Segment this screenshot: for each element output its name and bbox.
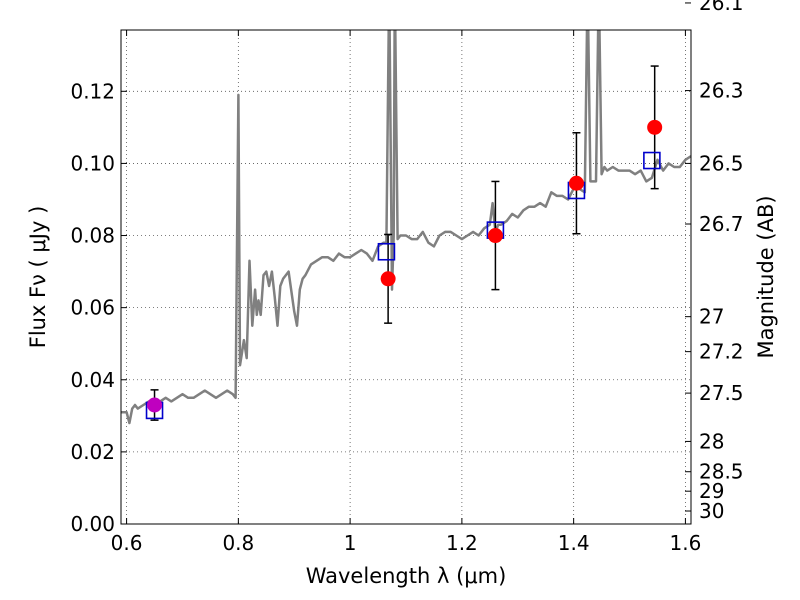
x-tick-label: 1: [344, 531, 357, 555]
x-tick-label: 0.6: [111, 531, 143, 555]
y-tick-label: 0.04: [70, 368, 115, 392]
magnitude-axis-label: Magnitude (AB): [754, 195, 778, 358]
y-tick-label: 0.10: [70, 151, 115, 175]
observed-flux-point: [487, 228, 503, 244]
x-axis-label: Wavelength λ (μm): [306, 564, 507, 588]
magnitude-tick-label: 29: [699, 479, 724, 503]
data-layer: [121, 30, 691, 425]
x-tick-label: 1.4: [558, 531, 590, 555]
points-layer: [145, 65, 663, 421]
observed-flux-point: [147, 397, 163, 413]
observed-flux-point: [380, 271, 396, 287]
magnitude-tick-label: 26.1: [699, 0, 744, 15]
y-tick-label: 0.00: [70, 512, 115, 536]
magnitude-tick-label: 27: [699, 305, 724, 329]
magnitude-tick-label: 26.5: [699, 151, 744, 175]
magnitude-tick-label: 27.2: [699, 340, 744, 364]
magnitude-tick-label: 27.5: [699, 381, 744, 405]
y-tick-label: 0.02: [70, 440, 115, 464]
magnitude-tick-label: 30: [699, 499, 724, 523]
plot-frame: [120, 29, 692, 525]
y-axis: 0.00 0.02 0.04 0.06 0.08 0.10 0.12: [70, 79, 127, 536]
magnitude-tick-label: 28.5: [699, 460, 744, 484]
y-tick-label: 0.12: [70, 79, 115, 103]
observed-flux-point: [647, 119, 663, 135]
magnitude-tick-label: 28: [699, 429, 724, 453]
x-axis: 0.6 0.8 1 1.2 1.4 1.6: [111, 30, 702, 555]
magnitude-tick-label: 26.7: [699, 212, 744, 236]
x-tick-label: 1.6: [670, 531, 702, 555]
observed-flux-point: [568, 175, 584, 191]
model-photometry-square: [643, 151, 661, 170]
plot-background: [121, 30, 691, 524]
magnitude-tick-label: 26.3: [699, 79, 744, 103]
x-tick-label: 0.8: [222, 531, 254, 555]
model-photometry-square: [377, 242, 396, 261]
y-axis-label: Flux Fν ( μJy ): [26, 206, 50, 349]
model-spectrum-line: [121, 30, 691, 425]
y-tick-label: 0.08: [70, 224, 115, 248]
y-tick-label: 0.06: [70, 296, 115, 320]
x-tick-label: 1.2: [446, 531, 478, 555]
